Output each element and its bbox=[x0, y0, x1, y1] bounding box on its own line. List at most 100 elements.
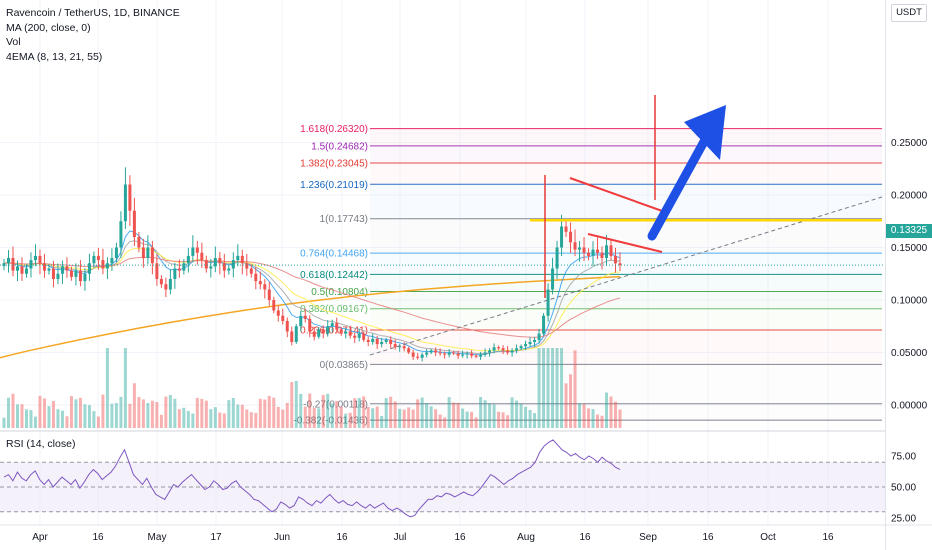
fib-level-label: 0.382(0.09167) bbox=[300, 304, 368, 315]
volume-bar bbox=[389, 396, 393, 428]
volume-bar bbox=[47, 406, 51, 428]
time-tick-label: 16 bbox=[579, 532, 591, 543]
candle-body bbox=[492, 347, 496, 351]
candle-body bbox=[168, 279, 172, 290]
candle-body bbox=[371, 338, 375, 342]
volume-bar bbox=[240, 404, 244, 428]
candle-body bbox=[326, 326, 330, 334]
volume-bar bbox=[560, 348, 564, 428]
candle-body bbox=[452, 352, 456, 354]
fib-band bbox=[370, 253, 882, 275]
volume-bar bbox=[375, 406, 379, 428]
volume-bar bbox=[461, 408, 465, 428]
candle-body bbox=[110, 258, 114, 264]
candle-body bbox=[362, 333, 366, 340]
candle-body bbox=[420, 354, 424, 358]
volume-bar bbox=[60, 410, 64, 428]
volume-bar bbox=[231, 398, 235, 428]
volume-bar bbox=[119, 396, 123, 428]
candle-body bbox=[564, 226, 568, 232]
time-tick-label: 16 bbox=[92, 532, 104, 543]
volume-bar bbox=[398, 408, 402, 428]
candle-body bbox=[119, 221, 123, 248]
candle-body bbox=[596, 249, 600, 253]
volume-bar bbox=[74, 399, 78, 428]
candle-body bbox=[542, 315, 546, 334]
candle-body bbox=[411, 352, 415, 357]
volume-bar bbox=[330, 403, 334, 428]
last-price-tag: 0.13325 bbox=[886, 224, 932, 238]
candle-body bbox=[159, 279, 163, 285]
volume-bar bbox=[447, 397, 451, 428]
candle-body bbox=[128, 184, 132, 211]
candle-body bbox=[425, 352, 429, 355]
vol-legend[interactable]: Vol bbox=[6, 36, 21, 48]
volume-bar bbox=[173, 398, 177, 428]
volume-bar bbox=[357, 397, 361, 428]
fibonacci-levels: 1.618(0.26320) 1.5(0.24682) 1.382(0.23045)… bbox=[294, 124, 882, 427]
volume-bar bbox=[339, 406, 343, 428]
volume-bar bbox=[555, 348, 559, 428]
candle-body bbox=[177, 268, 181, 271]
volume-bar bbox=[263, 399, 267, 428]
currency-button[interactable]: USDT bbox=[891, 4, 927, 22]
fib-level-label: 1.382(0.23045) bbox=[300, 159, 368, 170]
volume-bar bbox=[290, 382, 294, 428]
volume-bar bbox=[537, 348, 541, 428]
volume-bar bbox=[101, 394, 105, 428]
drawings[interactable] bbox=[369, 95, 883, 356]
volume-bar bbox=[317, 408, 321, 428]
candle-body bbox=[456, 353, 460, 356]
triangle-upper-line bbox=[569, 177, 666, 213]
ma-legend[interactable]: MA (200, close, 0) bbox=[6, 21, 91, 34]
volume-bar bbox=[11, 393, 15, 428]
price-axis-panel[interactable] bbox=[885, 0, 932, 550]
price-tick-label: 0.25000 bbox=[891, 138, 928, 149]
volume-bar bbox=[218, 412, 222, 428]
candle-body bbox=[222, 263, 226, 271]
volume-bar bbox=[285, 402, 289, 428]
candle-body bbox=[173, 268, 177, 279]
candle-body bbox=[402, 346, 406, 349]
volume-bar bbox=[411, 409, 415, 428]
volume-bar bbox=[123, 348, 127, 428]
fib-level-label: 0(0.03865) bbox=[320, 360, 368, 371]
candle-body bbox=[384, 339, 388, 342]
volume-bar bbox=[483, 400, 487, 428]
fib-band bbox=[370, 274, 882, 292]
volume-bar bbox=[42, 398, 46, 428]
symbol-title[interactable]: Ravencoin / TetherUS, 1D, BINANCE bbox=[6, 7, 180, 19]
candle-body bbox=[74, 270, 78, 277]
candle-body bbox=[587, 252, 591, 256]
rsi-tick-label: 25.00 bbox=[891, 514, 916, 525]
volume-bar bbox=[236, 404, 240, 428]
volume-bar bbox=[605, 392, 609, 428]
candle-body bbox=[551, 268, 555, 290]
fib-band bbox=[370, 218, 882, 254]
time-tick-label: 16 bbox=[702, 532, 714, 543]
volume-bar bbox=[506, 415, 510, 428]
candle-body bbox=[24, 268, 28, 274]
candle-body bbox=[569, 231, 573, 243]
candle-body bbox=[618, 263, 622, 266]
volume-bar bbox=[519, 403, 523, 428]
candle-body bbox=[236, 255, 240, 261]
candle-body bbox=[29, 260, 33, 269]
candle-body bbox=[501, 348, 505, 351]
candle-body bbox=[470, 353, 474, 356]
volume-bar bbox=[249, 412, 253, 428]
volume-bar bbox=[542, 348, 546, 428]
volume-bar bbox=[272, 397, 276, 428]
candle-body bbox=[231, 260, 235, 269]
rsi-legend[interactable]: RSI (14, close) bbox=[6, 438, 76, 450]
candle-body bbox=[285, 321, 289, 332]
volume-bar bbox=[591, 409, 595, 428]
ma200-line bbox=[0, 275, 621, 359]
volume-bar bbox=[470, 411, 474, 428]
candle-body bbox=[83, 273, 87, 282]
price-tick-label: 0.10000 bbox=[891, 296, 928, 307]
time-tick-label: Oct bbox=[760, 532, 776, 543]
candle-body bbox=[537, 333, 541, 340]
ema-legend[interactable]: 4EMA (8, 13, 21, 55) bbox=[6, 50, 103, 63]
